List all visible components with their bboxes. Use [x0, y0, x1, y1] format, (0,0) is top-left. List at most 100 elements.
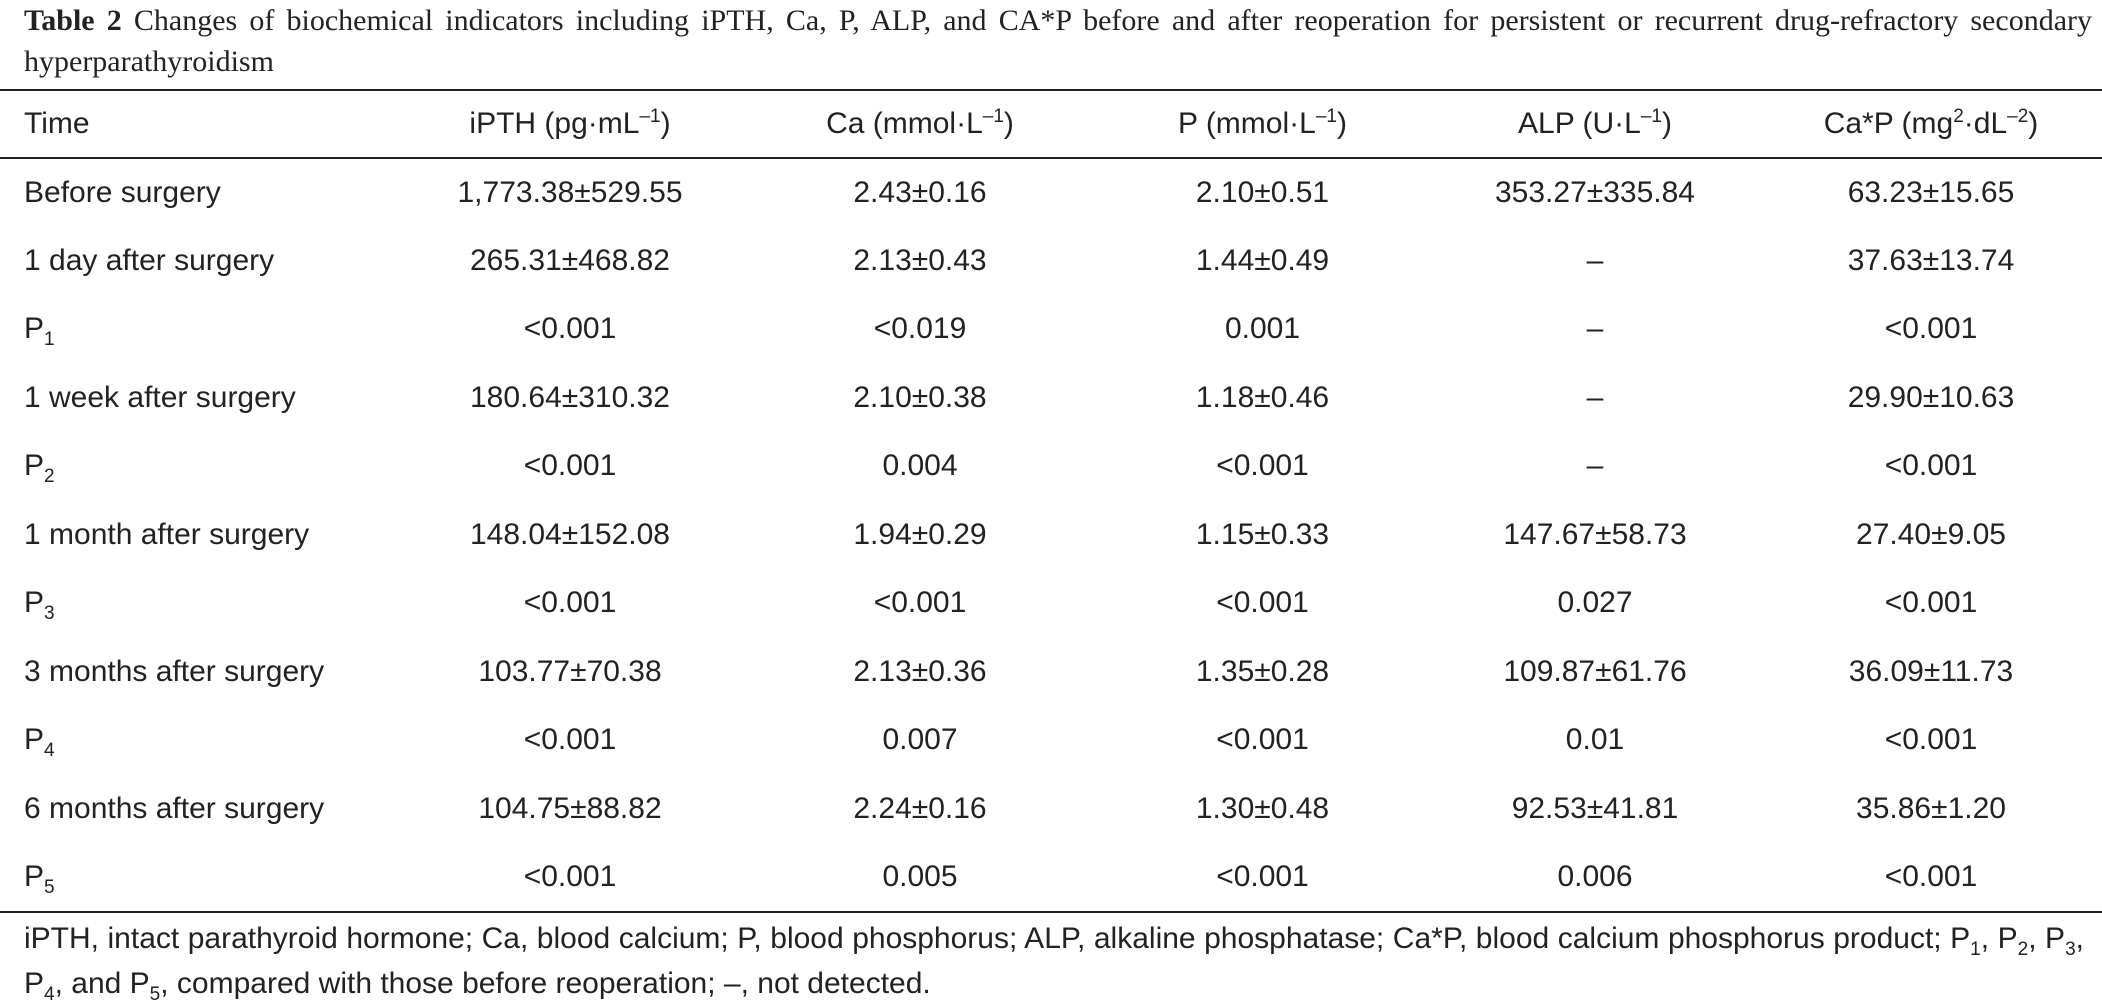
table-cell: 0.005 [882, 859, 958, 893]
table-row: 1 month after surgery 148.04±152.08 1.94±0… [0, 501, 2102, 570]
column-header: ALP (U·L–1) [1430, 90, 1760, 158]
table-cell: 1.15±0.33 [1195, 517, 1330, 551]
column-header-unit-exponent: 2 [1953, 106, 1964, 127]
column-header-text: P (mmol·L [1178, 107, 1316, 140]
table-cell: 0.004 [882, 449, 958, 483]
footnote-text: iPTH, intact parathyroid hormone; Ca, bl… [24, 922, 1971, 955]
row-label: Before surgery [0, 158, 395, 227]
footnote-text: , and P [54, 967, 150, 1000]
table-cell: 1.18±0.46 [1195, 380, 1330, 414]
table-row: Before surgery 1,773.38±529.55 2.43±0.16 2.… [0, 158, 2102, 227]
column-header-unit-exponent: –1 [982, 106, 1004, 127]
table-cell: 63.23±15.65 [1847, 175, 2015, 209]
table-cell: – [1586, 449, 1604, 483]
column-header-text: ) [1336, 107, 1347, 140]
p-value-row: P1 <0.001 <0.019 0.001 – <0.001 [0, 295, 2102, 364]
row-label-subscript: 2 [44, 466, 55, 488]
table-cell: <0.001 [1884, 449, 1978, 483]
row-label-subscript: 3 [44, 603, 55, 625]
footnote-text: , P [1980, 922, 2018, 955]
table-cell: 0.027 [1557, 586, 1633, 620]
row-label-subscript: 4 [44, 740, 55, 762]
footnote-sub: 3 [2065, 939, 2076, 960]
table-cell: 0.007 [882, 723, 958, 757]
footnote-text: , compared with those before reoperation… [160, 967, 931, 1000]
table-header: Time iPTH (pg·mL–1) Ca (mmol·L–1) P (mmol·L… [0, 90, 2102, 158]
table-header-row: Time iPTH (pg·mL–1) Ca (mmol·L–1) P (mmol·L… [0, 90, 2102, 158]
column-header-text: ·dL [1963, 107, 2008, 140]
table-caption-text: Changes of biochemical indicators includ… [24, 4, 2092, 78]
table-cell: <0.001 [523, 859, 617, 893]
row-label-subscript: 1 [44, 329, 55, 351]
column-header: Time [0, 90, 395, 158]
biochemical-indicators-table: Time iPTH (pg·mL–1) Ca (mmol·L–1) P (mmol·L… [0, 89, 2102, 913]
table-cell: – [1586, 380, 1604, 414]
table-body: Before surgery 1,773.38±529.55 2.43±0.16 2.… [0, 158, 2102, 912]
table-cell: 148.04±152.08 [470, 517, 670, 551]
p-value-row: P3 <0.001 <0.001 <0.001 0.027 <0.001 [0, 569, 2102, 638]
table-caption-label: Table 2 [24, 4, 122, 37]
table-cell: <0.001 [1884, 859, 1978, 893]
table-cell: 29.90±10.63 [1847, 380, 2015, 414]
table-cell: 1.94±0.29 [853, 517, 987, 551]
column-header-text: Time [24, 107, 90, 140]
table-cell: <0.019 [873, 312, 967, 346]
column-header: P (mmol·L–1) [1095, 90, 1430, 158]
table-cell: 147.67±58.73 [1503, 517, 1687, 551]
row-label: P1 [0, 295, 395, 364]
table-cell: 27.40±9.05 [1856, 517, 2006, 551]
table-row: 1 week after surgery 180.64±310.32 2.10±0.… [0, 364, 2102, 433]
table-cell: <0.001 [1884, 723, 1978, 757]
column-header-text: ALP (U·L [1518, 107, 1641, 140]
column-header-text: ) [1661, 107, 1672, 140]
table-cell: 103.77±70.38 [478, 654, 662, 688]
row-label: P3 [0, 569, 395, 638]
row-label-text: P [24, 449, 45, 483]
footnote-text: , P [24, 922, 2084, 1000]
row-label: P5 [0, 843, 395, 912]
row-label-text: Before surgery [24, 175, 221, 209]
footnote-sub: 1 [1970, 939, 1981, 960]
footnote-sub: 4 [44, 984, 55, 1005]
table-cell: <0.001 [1884, 312, 1978, 346]
table-cell: <0.001 [523, 723, 617, 757]
column-header: iPTH (pg·mL–1) [395, 90, 745, 158]
table-cell: 2.10±0.38 [853, 380, 987, 414]
footnote-sub: 2 [2017, 939, 2029, 960]
table-cell: – [1586, 243, 1604, 277]
table-caption: Table 2 Changes of biochemical indicator… [24, 0, 2092, 82]
row-label-text: 1 month after surgery [24, 517, 310, 551]
row-label: 1 day after surgery [0, 227, 395, 296]
table-cell: <0.001 [523, 312, 617, 346]
column-header-text: ) [660, 107, 671, 140]
table-cell: 265.31±468.82 [470, 243, 670, 277]
column-header-text: ) [1003, 107, 1014, 140]
column-header: Ca (mmol·L–1) [745, 90, 1095, 158]
column-header-unit-exponent: –1 [1640, 106, 1662, 127]
table-cell: 35.86±1.20 [1856, 791, 2006, 825]
row-label-text: 3 months after surgery [24, 654, 325, 688]
column-header-text: Ca*P (mg [1823, 107, 1954, 140]
row-label: 1 week after surgery [0, 364, 395, 433]
column-header-unit-exponent: –2 [2007, 106, 2029, 127]
table-cell: <0.001 [1216, 859, 1309, 893]
column-header-text: Ca (mmol·L [826, 107, 983, 140]
p-value-row: P2 <0.001 0.004 <0.001 – <0.001 [0, 432, 2102, 501]
column-header-unit-exponent: –1 [1315, 106, 1337, 127]
footnote-text: , P [2028, 922, 2066, 955]
table-cell: <0.001 [1884, 586, 1978, 620]
column-header-unit-exponent: –1 [639, 106, 661, 127]
table-cell: 353.27±335.84 [1495, 175, 1695, 209]
footnote-sub: 5 [149, 984, 161, 1005]
table-cell: 2.43±0.16 [853, 175, 987, 209]
row-label-text: 6 months after surgery [24, 791, 325, 825]
row-label: 6 months after surgery [0, 775, 395, 844]
row-label: 1 month after surgery [0, 501, 395, 570]
table-cell: 2.24±0.16 [853, 791, 987, 825]
row-label: 3 months after surgery [0, 638, 395, 707]
table-cell: 180.64±310.32 [470, 380, 670, 414]
table-cell: 1,773.38±529.55 [457, 175, 683, 209]
row-label-text: P [24, 312, 45, 346]
table-cell: 36.09±11.73 [1848, 654, 2014, 688]
row-label-text: 1 week after surgery [24, 380, 296, 414]
